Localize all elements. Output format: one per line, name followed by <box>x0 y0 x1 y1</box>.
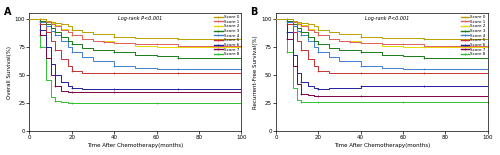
X-axis label: Time After Chemotherapy(months): Time After Chemotherapy(months) <box>334 143 430 148</box>
Legend: Score 0, Score 1, Score 2, Score 3, Score 4, Score 5, Score 6, Score 7, Score 8: Score 0, Score 1, Score 2, Score 3, Scor… <box>461 15 485 56</box>
Legend: Score 0, Score 1, Score 2, Score 3, Score 4, Score 5, Score 6, Score 7, Score 8: Score 0, Score 1, Score 2, Score 3, Scor… <box>214 15 239 56</box>
Text: Log-rank P<0.001: Log-rank P<0.001 <box>365 16 409 21</box>
Text: Log-rank P<0.001: Log-rank P<0.001 <box>118 16 162 21</box>
Text: A: A <box>4 7 12 17</box>
Y-axis label: Overall Survival(%): Overall Survival(%) <box>7 46 12 99</box>
Y-axis label: Recurrent-Free Survival(%): Recurrent-Free Survival(%) <box>254 35 258 109</box>
Text: B: B <box>250 7 258 17</box>
X-axis label: Time After Chemotherapy(months): Time After Chemotherapy(months) <box>87 143 184 148</box>
